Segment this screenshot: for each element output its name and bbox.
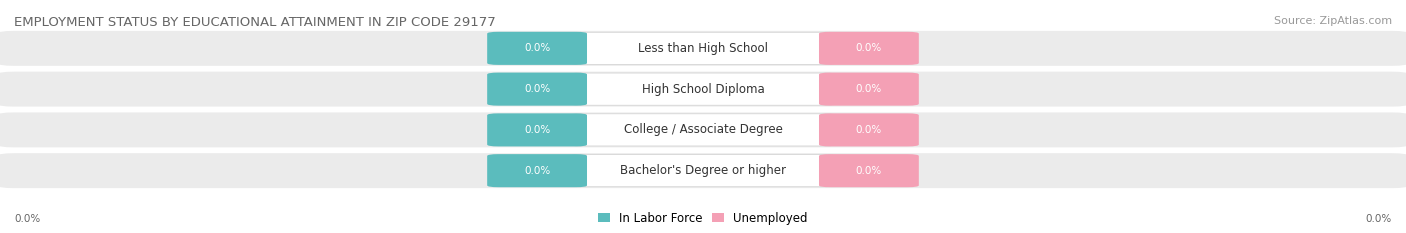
Text: 0.0%: 0.0%	[524, 125, 550, 135]
Text: EMPLOYMENT STATUS BY EDUCATIONAL ATTAINMENT IN ZIP CODE 29177: EMPLOYMENT STATUS BY EDUCATIONAL ATTAINM…	[14, 16, 496, 29]
Text: Bachelor's Degree or higher: Bachelor's Degree or higher	[620, 164, 786, 177]
Text: Source: ZipAtlas.com: Source: ZipAtlas.com	[1274, 16, 1392, 26]
Text: 0.0%: 0.0%	[1365, 214, 1392, 224]
Text: High School Diploma: High School Diploma	[641, 83, 765, 96]
Text: 0.0%: 0.0%	[856, 84, 882, 94]
Text: 0.0%: 0.0%	[856, 43, 882, 53]
Text: 0.0%: 0.0%	[14, 214, 41, 224]
Text: 0.0%: 0.0%	[856, 166, 882, 176]
Text: 0.0%: 0.0%	[524, 166, 550, 176]
Text: 0.0%: 0.0%	[524, 43, 550, 53]
Text: Less than High School: Less than High School	[638, 42, 768, 55]
Text: College / Associate Degree: College / Associate Degree	[624, 123, 782, 136]
Text: 0.0%: 0.0%	[856, 125, 882, 135]
Text: 0.0%: 0.0%	[524, 84, 550, 94]
Legend: In Labor Force, Unemployed: In Labor Force, Unemployed	[598, 212, 808, 225]
